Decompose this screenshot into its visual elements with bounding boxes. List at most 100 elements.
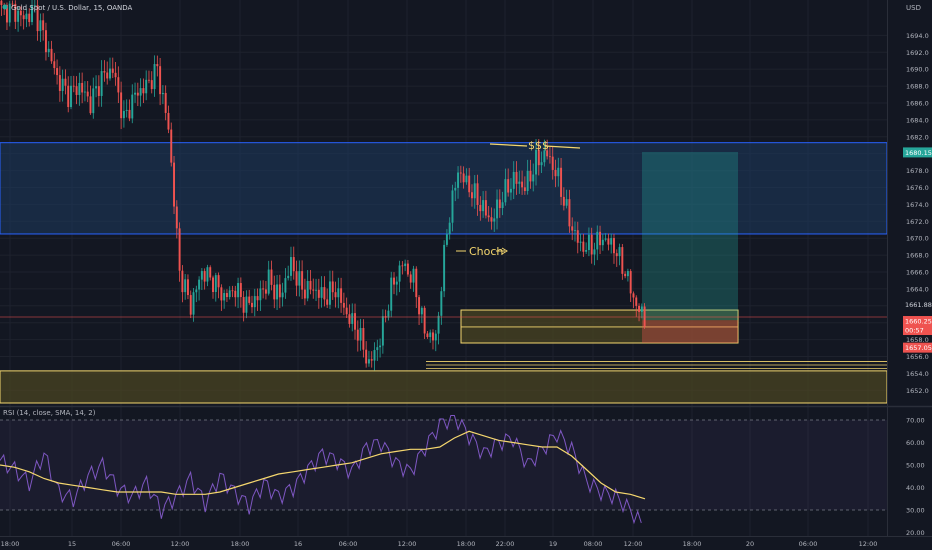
candle-body <box>134 92 137 95</box>
candle-body <box>590 234 593 255</box>
price-labels: 1680.155 1661.889 1660.25500:57 1657.050 <box>903 147 932 353</box>
candle-body <box>468 175 471 193</box>
rsi-tick-label: 40.00 <box>906 484 925 492</box>
candle-body <box>103 71 106 73</box>
candle-body <box>607 238 610 245</box>
candle-body <box>217 275 220 288</box>
rsi-title[interactable]: RSI (14, close, SMA, 14, 2) <box>3 409 96 417</box>
candle-body <box>409 274 412 283</box>
candle-body <box>490 217 493 222</box>
candle-body <box>328 281 331 305</box>
long-position-tool[interactable] <box>642 151 738 343</box>
candle-body <box>309 280 312 290</box>
zones-layer <box>0 142 888 404</box>
candle-body <box>543 150 546 163</box>
candle-body <box>320 287 323 298</box>
candle-body <box>120 92 123 119</box>
price-tick-label: 1694.0 <box>906 32 929 40</box>
candle-body <box>370 359 373 361</box>
candle-body <box>92 88 95 114</box>
candle-body <box>599 231 602 246</box>
candle-body <box>462 173 465 183</box>
candle-body <box>593 249 596 255</box>
candle-body <box>147 79 150 81</box>
stop-price-label-bg <box>903 342 932 353</box>
candle-body <box>195 289 198 293</box>
candle-body <box>579 241 582 243</box>
annotations-layer: $$$ Choch <box>456 139 581 258</box>
time-tick-label: 06:00 <box>112 540 131 548</box>
current-price-label: 1661.889 <box>905 301 932 309</box>
demand-zone-lower[interactable] <box>0 370 888 404</box>
candle-body <box>532 174 535 182</box>
candle-body <box>457 172 460 188</box>
candle-body <box>284 278 287 293</box>
candle-body <box>253 296 256 308</box>
candle-body <box>128 109 131 119</box>
candle-body <box>596 231 599 250</box>
candle-body <box>568 199 571 227</box>
candle-body <box>170 129 173 163</box>
time-tick-label: 12:00 <box>624 540 643 548</box>
candle-body <box>214 275 217 293</box>
candle-body <box>640 306 643 312</box>
demand-zone-upper[interactable] <box>460 309 739 344</box>
rsi-axis[interactable]: 70.00 60.00 50.00 40.00 30.00 20.00 <box>906 417 925 538</box>
target-price-label: 1680.155 <box>905 149 932 157</box>
price-tick-label: 1652.0 <box>906 387 929 395</box>
position-loss-zone[interactable] <box>642 320 738 343</box>
candle-body <box>251 302 253 308</box>
candle-body <box>537 149 540 166</box>
price-tick-label: 1686.0 <box>906 99 929 107</box>
candle-body <box>273 284 276 300</box>
candle-body <box>387 310 390 318</box>
stop-price-label: 1657.050 <box>905 344 932 352</box>
price-tick-label: 1670.0 <box>906 235 929 243</box>
price-tick-label: 1676.0 <box>906 184 929 192</box>
entry-price-label: 1660.255 <box>905 318 932 326</box>
candle-body <box>626 271 629 277</box>
rsi-tick-label: 60.00 <box>906 439 925 447</box>
position-profit-zone[interactable] <box>642 151 738 321</box>
candle-body <box>629 271 632 294</box>
symbol-title[interactable]: Gold Spot / U.S. Dollar, 15, OANDA <box>11 4 133 12</box>
candle-body <box>540 162 543 166</box>
candle-body <box>373 350 376 361</box>
candle-body <box>81 82 84 93</box>
time-tick-label: 18:00 <box>457 540 476 548</box>
candle-body <box>75 86 78 95</box>
candle-body <box>484 200 487 216</box>
candle-body <box>326 299 329 305</box>
candle-body <box>365 349 368 364</box>
candle-body <box>114 72 117 78</box>
candle-body <box>509 188 512 193</box>
candle-body <box>28 13 31 23</box>
candle-body <box>181 270 184 293</box>
candle-body <box>142 88 145 94</box>
candle-body <box>459 172 462 174</box>
candle-body <box>621 247 624 274</box>
candle-body <box>479 204 482 212</box>
candle-body <box>493 218 496 222</box>
candle-body <box>267 269 270 294</box>
time-tick-label: 06:00 <box>799 540 818 548</box>
candle-body <box>39 20 42 32</box>
candle-body <box>643 306 646 327</box>
candle-body <box>33 5 36 6</box>
candle-body <box>638 305 641 312</box>
candle-body <box>345 307 348 315</box>
candle-body <box>153 64 156 90</box>
candle-body <box>585 250 588 252</box>
candle-body <box>161 92 164 95</box>
candle-body <box>554 169 557 177</box>
candle-body <box>367 359 370 364</box>
supply-zone[interactable] <box>0 142 888 235</box>
candle-body <box>206 267 209 282</box>
candle-body <box>401 265 404 267</box>
time-axis[interactable]: 18:00 15 06:00 12:00 18:00 16 06:00 12:00 18:00 2… <box>1 540 878 548</box>
candle-body <box>412 268 415 283</box>
candle-body <box>315 289 318 291</box>
currency-label: USD <box>906 4 921 12</box>
candle-body <box>5 4 8 23</box>
